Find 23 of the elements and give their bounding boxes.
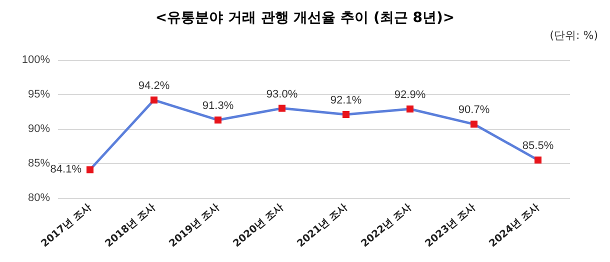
data-label: 90.7% [458, 104, 490, 116]
text: (단위: %) [550, 29, 598, 42]
y-tick-label: 85% [28, 158, 50, 170]
data-label: 94.2% [138, 80, 170, 92]
data-label: 92.9% [394, 88, 426, 101]
point [534, 156, 542, 164]
data-label: 92.1% [330, 94, 362, 107]
y-tick-label: 100% [22, 54, 50, 66]
data-label: 91.3% [202, 100, 234, 112]
point [406, 105, 414, 112]
point [342, 111, 350, 118]
y-tick-label: 90% [28, 123, 50, 135]
data-label: 85.5% [522, 140, 554, 152]
point [150, 96, 158, 104]
chart-title: <유통분야 거래 관행 개선율 추이 (최근 8년)> [155, 10, 455, 26]
point [278, 104, 286, 112]
y-tick-label: 80% [28, 192, 50, 204]
data-label: 93.0% [266, 88, 298, 100]
point [214, 116, 222, 124]
point [86, 166, 94, 174]
point [470, 120, 478, 128]
y-tick-label: 95% [28, 88, 50, 100]
data-label: 84.1% [50, 164, 82, 176]
